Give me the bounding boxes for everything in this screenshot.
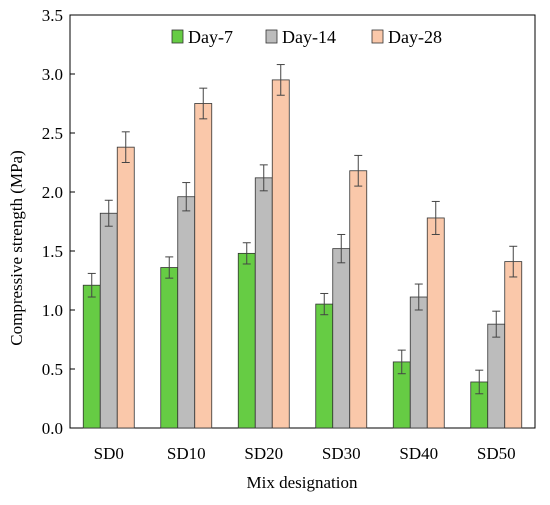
legend-label: Day-28 bbox=[388, 27, 442, 47]
x-tick-label: SD50 bbox=[477, 444, 516, 463]
y-tick-label: 2.5 bbox=[42, 124, 63, 143]
bar-day-7-sd20 bbox=[237, 252, 256, 429]
x-tick-label: SD0 bbox=[94, 444, 124, 463]
legend: Day-7 Day-14 Day-28 bbox=[171, 27, 442, 47]
legend-label: Day-7 bbox=[188, 27, 233, 47]
bar-day-28-sd50 bbox=[504, 261, 523, 429]
bar-day-28-sd40 bbox=[426, 217, 445, 429]
legend-item-day-28: Day-28 bbox=[371, 27, 442, 47]
bars bbox=[82, 64, 523, 429]
legend-label: Day-14 bbox=[282, 27, 336, 47]
bar-day-28-sd30 bbox=[349, 170, 368, 429]
plot-frame bbox=[69, 14, 536, 429]
bar-day-28-sd0 bbox=[116, 146, 135, 429]
plot-area bbox=[69, 14, 536, 429]
x-tick-label: SD40 bbox=[399, 444, 438, 463]
bar-day-14-sd50 bbox=[487, 323, 506, 429]
x-tick-label: SD10 bbox=[167, 444, 206, 463]
bar-day-14-sd10 bbox=[177, 196, 196, 429]
bar-day-14-sd40 bbox=[409, 296, 428, 429]
bar-day-14-sd30 bbox=[332, 248, 351, 429]
legend-swatch bbox=[171, 29, 184, 44]
x-tick-label: SD20 bbox=[244, 444, 283, 463]
y-tick-label: 0.0 bbox=[42, 419, 63, 438]
x-tick-label: SD30 bbox=[322, 444, 361, 463]
y-axis-title: Compressive strength (MPa) bbox=[7, 150, 26, 345]
legend-swatch bbox=[265, 29, 278, 44]
y-tick-label: 3.0 bbox=[42, 65, 63, 84]
bar-day-7-sd30 bbox=[315, 303, 334, 429]
legend-item-day-7: Day-7 bbox=[171, 27, 233, 47]
y-tick-label: 1.0 bbox=[42, 301, 63, 320]
y-tick-label: 0.5 bbox=[42, 360, 63, 379]
x-axis-title: Mix designation bbox=[247, 473, 358, 492]
bar-day-14-sd0 bbox=[99, 212, 118, 429]
y-axis: 0.0 0.5 1.0 1.5 2.0 2.5 3.0 3.5 bbox=[42, 6, 75, 438]
bar-day-7-sd0 bbox=[82, 284, 101, 429]
y-tick-label: 2.0 bbox=[42, 183, 63, 202]
bar-day-7-sd10 bbox=[160, 267, 179, 429]
x-axis: SD0 SD10 SD20 SD30 SD40 SD50 bbox=[94, 444, 516, 463]
legend-swatch bbox=[371, 29, 384, 44]
bar-day-14-sd20 bbox=[254, 177, 273, 429]
y-tick-label: 1.5 bbox=[42, 242, 63, 261]
bar-day-28-sd10 bbox=[194, 103, 213, 429]
legend-item-day-14: Day-14 bbox=[265, 27, 336, 47]
y-tick-label: 3.5 bbox=[42, 6, 63, 25]
bar-day-28-sd20 bbox=[271, 79, 290, 429]
